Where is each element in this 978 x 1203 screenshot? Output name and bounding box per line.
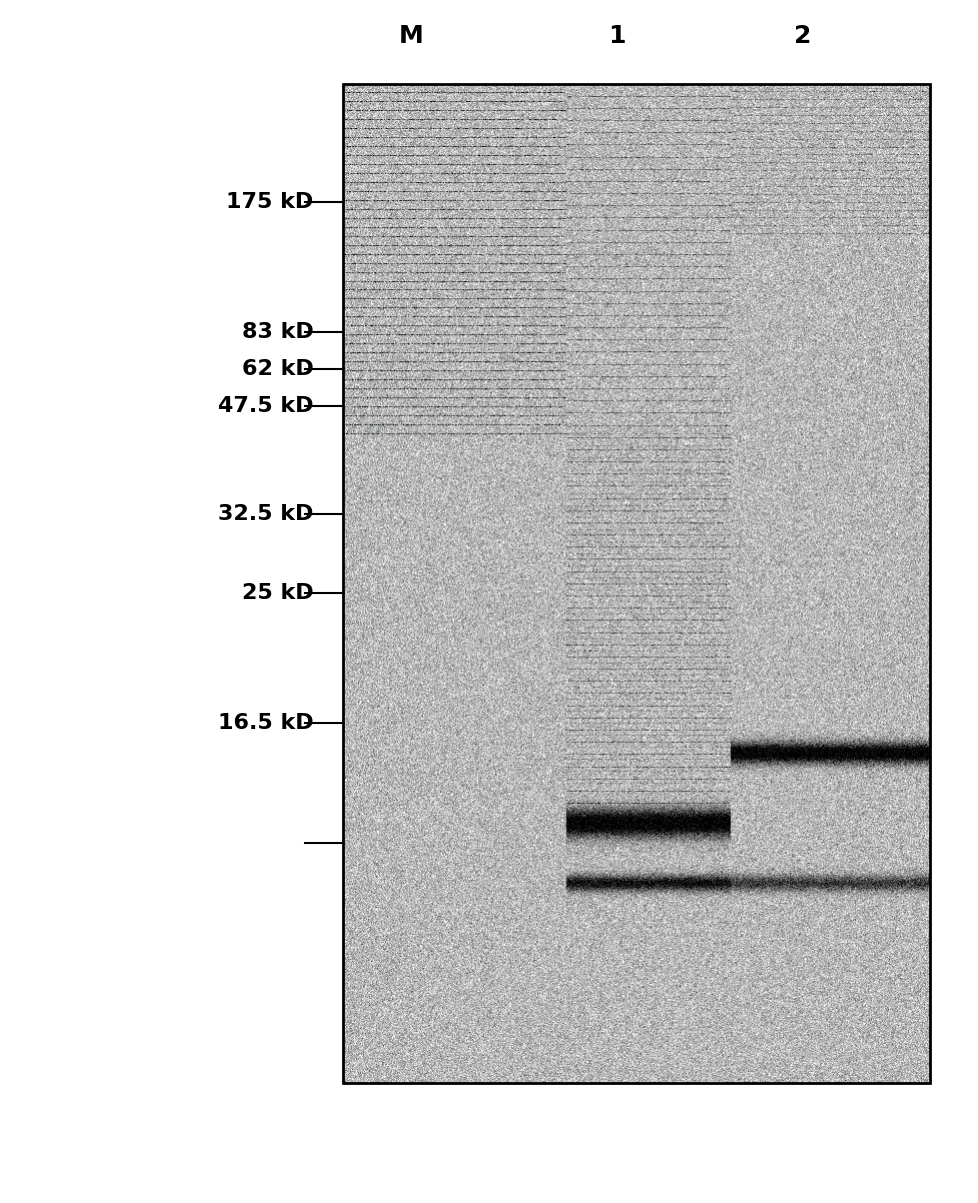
Text: 62 kD: 62 kD (242, 358, 313, 379)
Text: 16.5 kD: 16.5 kD (217, 713, 313, 734)
Text: 1: 1 (607, 24, 625, 48)
Text: 83 kD: 83 kD (242, 322, 313, 342)
Text: 175 kD: 175 kD (226, 192, 313, 212)
Text: 47.5 kD: 47.5 kD (217, 396, 313, 416)
Text: 25 kD: 25 kD (242, 583, 313, 604)
Text: 2: 2 (793, 24, 811, 48)
Text: 32.5 kD: 32.5 kD (218, 504, 313, 523)
Text: M: M (398, 24, 423, 48)
Bar (342, 84, 929, 1083)
